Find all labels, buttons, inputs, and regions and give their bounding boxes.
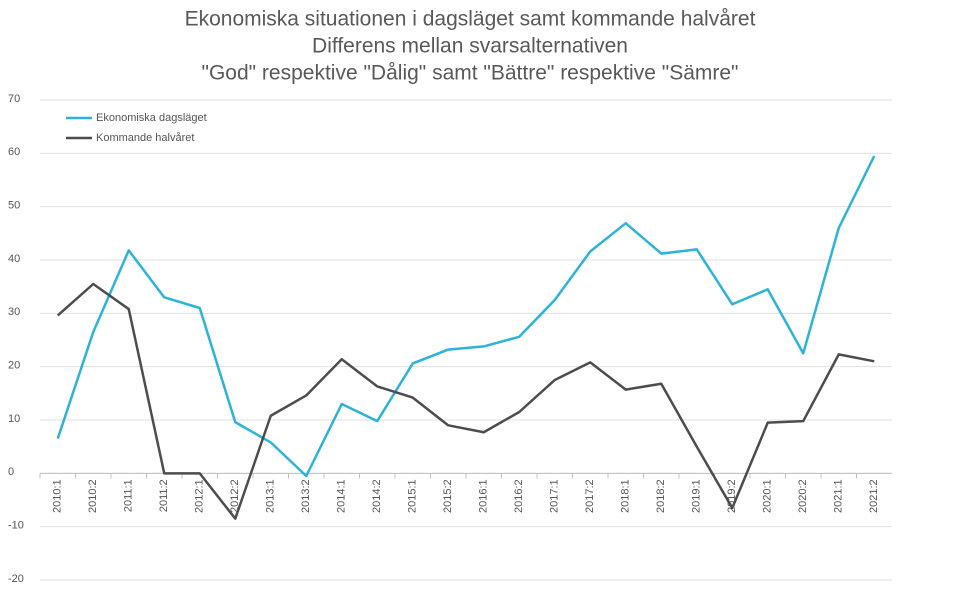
x-tick-label: 2013:2	[300, 479, 312, 513]
x-tick-label: 2015:1	[407, 479, 419, 513]
x-tick-label: 2020:1	[762, 479, 774, 513]
x-tick-label: 2020:2	[797, 479, 809, 513]
x-tick-label: 2010:2	[87, 479, 99, 513]
x-tick-label: 2018:2	[655, 479, 667, 513]
x-tick-label: 2010:1	[52, 479, 64, 513]
y-tick-label: 70	[8, 93, 20, 105]
y-tick-label: 0	[8, 466, 14, 478]
legend-label: Kommande halvåret	[96, 132, 194, 144]
series-line	[56, 282, 875, 520]
x-tick-label: 2017:1	[549, 479, 561, 513]
x-tick-label: 2012:2	[229, 479, 241, 513]
x-tick-label: 2013:1	[265, 479, 277, 513]
y-tick-label: 10	[8, 413, 20, 425]
x-tick-label: 2021:2	[868, 479, 880, 513]
x-tick-label: 2011:2	[158, 479, 170, 512]
chart-title: "God" respektive "Dålig" samt "Bättre" r…	[202, 62, 739, 85]
x-tick-label: 2021:1	[833, 479, 845, 513]
x-tick-label: 2016:1	[478, 479, 490, 513]
y-tick-label: -20	[8, 573, 24, 585]
series-line	[56, 155, 876, 478]
x-tick-label: 2017:2	[584, 479, 596, 513]
x-tick-label: 2019:1	[691, 479, 703, 513]
chart-title: Ekonomiska situationen i dagsläget samt …	[185, 8, 756, 31]
x-tick-label: 2018:1	[620, 479, 632, 513]
x-tick-label: 2014:1	[336, 479, 348, 513]
y-tick-label: -10	[8, 520, 24, 532]
x-tick-label: 2016:2	[513, 479, 525, 513]
x-tick-label: 2015:2	[442, 479, 454, 513]
x-tick-label: 2011:1	[123, 479, 135, 512]
x-tick-label: 2012:1	[194, 479, 206, 513]
legend-label: Ekonomiska dagsläget	[96, 112, 207, 124]
y-tick-label: 60	[8, 146, 20, 158]
x-tick-label: 2014:2	[371, 479, 383, 513]
chart-title: Differens mellan svarsalternativen	[312, 35, 628, 58]
y-tick-label: 20	[8, 360, 20, 372]
y-tick-label: 50	[8, 200, 20, 212]
y-tick-label: 30	[8, 306, 20, 318]
y-tick-label: 40	[8, 253, 20, 265]
